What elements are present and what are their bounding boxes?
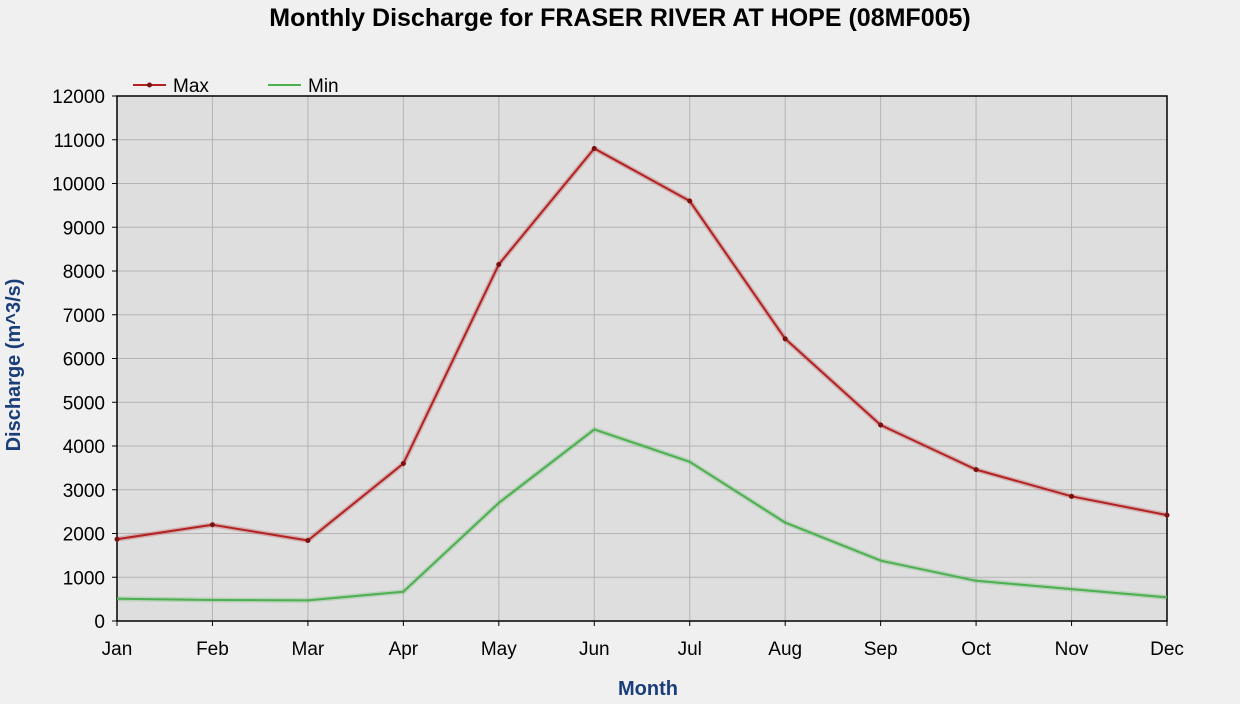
series-max-point [400, 461, 406, 466]
y-tick-label: 1000 [63, 568, 105, 589]
x-tick-label: Jan [102, 639, 133, 660]
series-max-point [1069, 493, 1075, 499]
series-max-point [114, 536, 120, 542]
series-max-point [782, 336, 788, 342]
series-max-point [496, 261, 502, 267]
series-max-point [973, 467, 979, 473]
y-tick-label: 8000 [63, 262, 105, 283]
legend-label-min: Min [308, 76, 339, 97]
x-tick-label: Sep [864, 639, 898, 660]
x-tick-label: May [481, 639, 517, 660]
x-tick-label: Mar [292, 639, 325, 660]
x-tick-label: Jul [678, 639, 702, 660]
y-tick-label: 11000 [54, 131, 105, 152]
x-tick-label: Feb [196, 639, 229, 660]
series-max-point [1164, 512, 1170, 518]
series-min-line [116, 428, 1168, 602]
x-tick-label: Jun [579, 639, 610, 660]
x-tick-label: Nov [1055, 639, 1089, 660]
y-tick-label: 6000 [63, 350, 105, 371]
series-max-point [305, 538, 311, 543]
y-tick-label: 9000 [63, 218, 105, 239]
x-tick-label: Apr [389, 639, 419, 660]
series-layer [114, 146, 1170, 603]
y-tick-label: 2000 [63, 525, 105, 546]
y-tick-label: 0 [94, 612, 105, 633]
chart-title: Monthly Discharge for FRASER RIVER AT HO… [269, 4, 971, 32]
series-max-point [591, 146, 597, 151]
x-axis-title: Month [618, 678, 678, 700]
x-tick-label: Aug [768, 639, 802, 660]
grid-layer [116, 95, 1168, 622]
legend-label-max: Max [173, 76, 209, 97]
y-tick-label: 10000 [52, 175, 105, 196]
x-tick-label: Dec [1150, 639, 1184, 660]
series-max-point [209, 522, 215, 528]
y-tick-label: 12000 [52, 87, 105, 108]
y-axis-ticks: 0 1000 2000 3000 4000 5000 6000 7000 8000 9000 100… [52, 87, 117, 633]
y-tick-label: 3000 [63, 481, 105, 502]
series-max-point [878, 422, 884, 428]
y-tick-label: 4000 [63, 437, 105, 458]
legend-marker-max [147, 82, 152, 88]
series-max-point [687, 198, 693, 204]
y-tick-label: 5000 [63, 393, 105, 414]
legend: Max Min [133, 76, 339, 97]
x-axis-ticks: Jan Feb Mar Apr May Jun Jul Aug Sep Oct Nov Dec [102, 621, 1184, 660]
series-max-line [116, 147, 1168, 542]
y-axis-title: Discharge (m^3/s) [3, 279, 25, 452]
y-tick-label: 7000 [63, 306, 105, 327]
x-tick-label: Oct [961, 639, 991, 660]
